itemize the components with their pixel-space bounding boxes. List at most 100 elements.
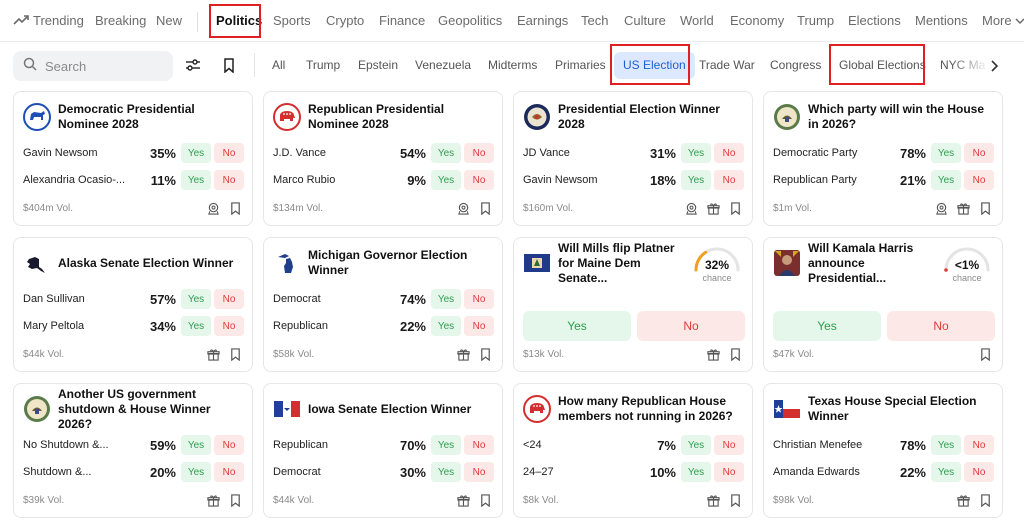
bookmark-icon[interactable] <box>228 493 242 507</box>
card-title[interactable]: Alaska Senate Election Winner <box>58 255 234 270</box>
card-title[interactable]: Iowa Senate Election Winner <box>308 401 472 416</box>
market-card[interactable]: Which party will win the House in 2026? … <box>763 91 1003 226</box>
nav-tech[interactable]: Tech <box>581 13 609 28</box>
yes-button[interactable]: Yes <box>431 289 461 309</box>
market-card[interactable]: How many Republican House members not ru… <box>513 383 753 518</box>
no-button[interactable]: No <box>637 311 745 341</box>
tab-primaries[interactable]: Primaries <box>555 58 606 72</box>
tab-epstein[interactable]: Epstein <box>358 58 399 72</box>
yes-button[interactable]: Yes <box>931 143 961 163</box>
search-input[interactable] <box>45 58 165 74</box>
no-button[interactable]: No <box>714 170 744 190</box>
bookmark-icon[interactable] <box>728 347 742 361</box>
no-button[interactable]: No <box>964 143 994 163</box>
market-card[interactable]: Presidential Election Winner 2028 JD Van… <box>513 91 753 226</box>
nav-culture[interactable]: Culture <box>624 13 666 28</box>
tab-trump[interactable]: Trump <box>306 58 341 72</box>
nav-world[interactable]: World <box>680 13 714 28</box>
tab-all[interactable]: All <box>272 58 286 72</box>
card-title[interactable]: How many Republican House members not ru… <box>558 394 733 423</box>
bookmark-icon[interactable] <box>478 493 492 507</box>
nav-trending[interactable]: Trending <box>13 0 84 42</box>
card-title[interactable]: Michigan Governor Election Winner <box>308 248 468 277</box>
gift-icon[interactable] <box>456 493 470 507</box>
yes-button[interactable]: Yes <box>181 170 211 190</box>
no-button[interactable]: No <box>964 435 994 455</box>
no-button[interactable]: No <box>887 311 995 341</box>
card-title[interactable]: Will Kamala Harris announce Presidential… <box>808 240 914 285</box>
market-card[interactable]: Will Kamala Harris announce Presidential… <box>763 237 1003 372</box>
gift-icon[interactable] <box>706 347 720 361</box>
yes-button[interactable]: Yes <box>431 170 461 190</box>
nav-economy[interactable]: Economy <box>730 13 785 28</box>
bookmark-icon[interactable] <box>978 493 992 507</box>
nav-new[interactable]: New <box>156 13 183 28</box>
nav-finance[interactable]: Finance <box>379 13 426 28</box>
gift-icon[interactable] <box>706 493 720 507</box>
yes-button[interactable]: Yes <box>681 143 711 163</box>
tab-us-election[interactable]: US Election <box>614 52 695 79</box>
nav-crypto[interactable]: Crypto <box>326 13 365 28</box>
yes-button[interactable]: Yes <box>523 311 631 341</box>
tab-global-elections[interactable]: Global Elections <box>839 58 926 72</box>
yes-button[interactable]: Yes <box>681 462 711 482</box>
no-button[interactable]: No <box>214 435 244 455</box>
market-card[interactable]: Iowa Senate Election Winner Republican 7… <box>263 383 503 518</box>
card-title[interactable]: Presidential Election Winner 2028 <box>558 102 720 131</box>
bookmark-icon[interactable] <box>228 347 242 361</box>
yes-button[interactable]: Yes <box>931 435 961 455</box>
bookmark-icon[interactable] <box>478 347 492 361</box>
nav-elections[interactable]: Elections <box>848 13 901 28</box>
card-title[interactable]: Texas House Special Election Winner <box>808 394 977 423</box>
yes-button[interactable]: Yes <box>431 435 461 455</box>
no-button[interactable]: No <box>964 170 994 190</box>
bookmark-icon[interactable] <box>978 347 992 361</box>
chevron-right-icon[interactable] <box>986 56 1002 76</box>
yes-button[interactable]: Yes <box>931 462 961 482</box>
nav-breaking[interactable]: Breaking <box>95 13 147 28</box>
gift-icon[interactable] <box>956 493 970 507</box>
bookmark-icon[interactable] <box>219 55 239 75</box>
no-button[interactable]: No <box>464 435 494 455</box>
no-button[interactable]: No <box>464 170 494 190</box>
reward-icon[interactable] <box>934 201 948 215</box>
yes-button[interactable]: Yes <box>181 143 211 163</box>
yes-button[interactable]: Yes <box>181 435 211 455</box>
no-button[interactable]: No <box>214 462 244 482</box>
market-card[interactable]: Another US government shutdown & House W… <box>13 383 253 518</box>
tab-midterms[interactable]: Midterms <box>488 58 538 72</box>
yes-button[interactable]: Yes <box>681 435 711 455</box>
nav-sports[interactable]: Sports <box>273 13 311 28</box>
no-button[interactable]: No <box>964 462 994 482</box>
gift-icon[interactable] <box>706 201 720 215</box>
yes-button[interactable]: Yes <box>931 170 961 190</box>
tab-venezuela[interactable]: Venezuela <box>415 58 472 72</box>
bookmark-icon[interactable] <box>728 201 742 215</box>
no-button[interactable]: No <box>464 316 494 336</box>
no-button[interactable]: No <box>464 143 494 163</box>
yes-button[interactable]: Yes <box>431 462 461 482</box>
yes-button[interactable]: Yes <box>181 462 211 482</box>
yes-button[interactable]: Yes <box>181 316 211 336</box>
nav-earnings[interactable]: Earnings <box>517 13 569 28</box>
filter-sliders-icon[interactable] <box>183 55 203 75</box>
no-button[interactable]: No <box>714 143 744 163</box>
bookmark-icon[interactable] <box>228 201 242 215</box>
bookmark-icon[interactable] <box>978 201 992 215</box>
no-button[interactable]: No <box>214 170 244 190</box>
card-title[interactable]: Democratic Presidential Nominee 2028 <box>58 102 195 131</box>
no-button[interactable]: No <box>214 316 244 336</box>
search-box[interactable] <box>13 51 173 81</box>
nav-geopolitics[interactable]: Geopolitics <box>438 13 503 28</box>
reward-icon[interactable] <box>206 201 220 215</box>
yes-button[interactable]: Yes <box>431 316 461 336</box>
market-card[interactable]: Texas House Special Election Winner Chri… <box>763 383 1003 518</box>
market-card[interactable]: Will Mills flip Platner for Maine Dem Se… <box>513 237 753 372</box>
market-card[interactable]: Democratic Presidential Nominee 2028 Gav… <box>13 91 253 226</box>
nav-more[interactable]: More <box>982 0 1024 42</box>
card-title[interactable]: Republican Presidential Nominee 2028 <box>308 102 445 131</box>
bookmark-icon[interactable] <box>478 201 492 215</box>
market-card[interactable]: Michigan Governor Election Winner Democr… <box>263 237 503 372</box>
no-button[interactable]: No <box>214 143 244 163</box>
no-button[interactable]: No <box>714 435 744 455</box>
